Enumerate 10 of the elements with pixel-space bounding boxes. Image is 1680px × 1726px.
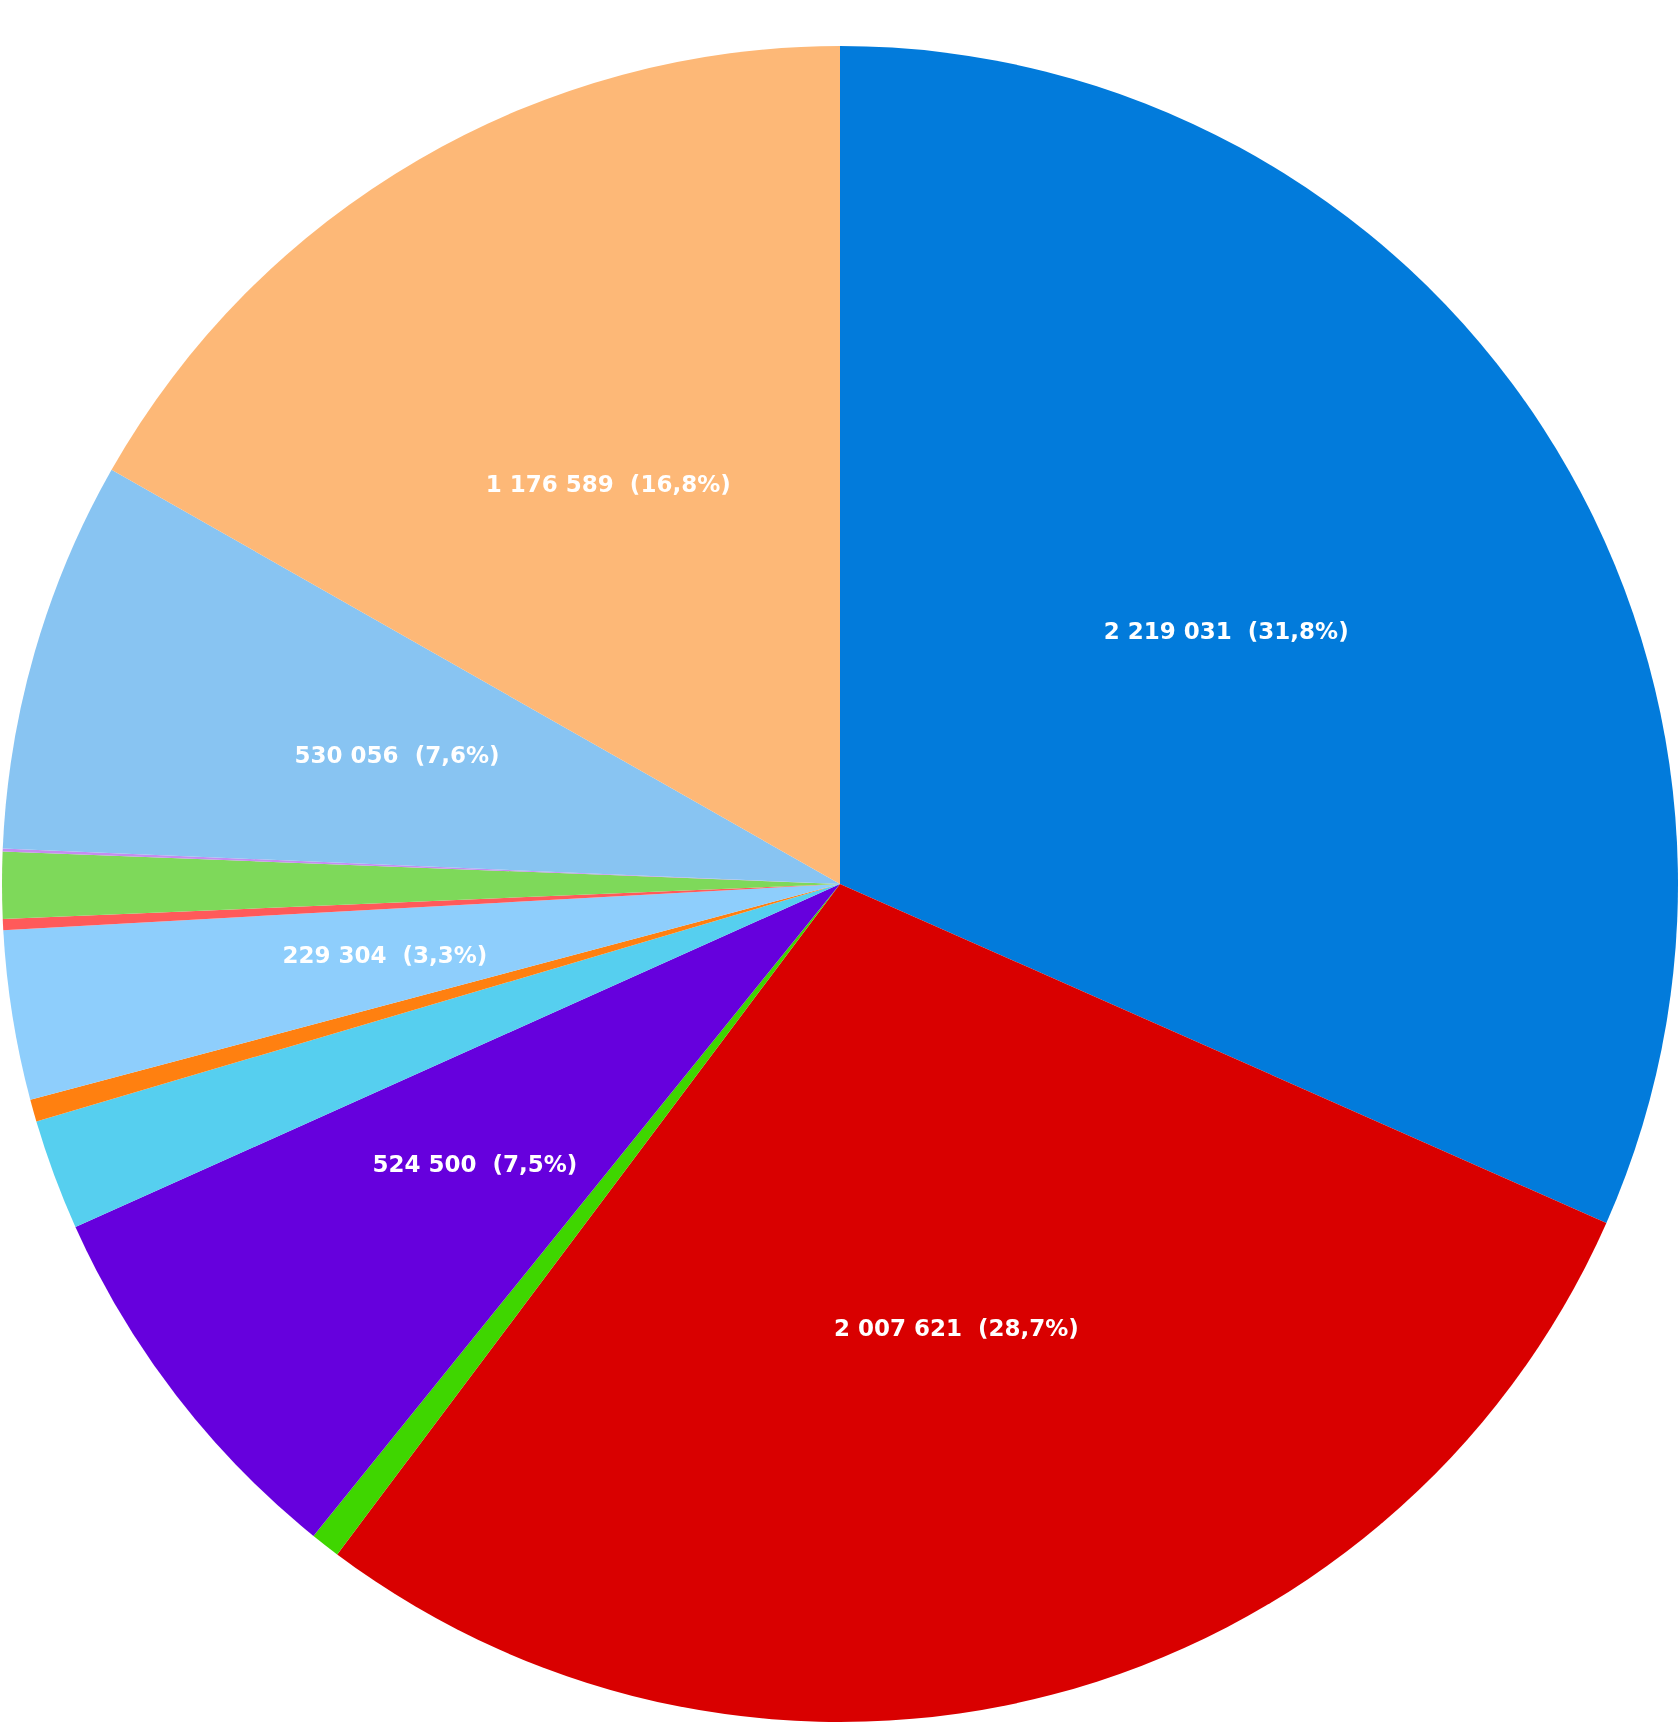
data-label: 229 304 (3,3%): [282, 941, 488, 968]
pie-slice: [36, 884, 840, 1228]
data-label: 530 056 (7,6%): [294, 742, 500, 769]
pie-slice: [111, 46, 840, 884]
pie-slice: [840, 46, 1678, 1223]
pie-slice: [337, 884, 1607, 1722]
data-label: 2 219 031 (31,8%): [1103, 618, 1349, 644]
data-label: 1 176 589 (16,8%): [485, 471, 731, 498]
data-label: 524 500 (7,5%): [372, 1150, 578, 1177]
data-label: 2 007 621 (28,7%): [834, 1315, 1079, 1342]
